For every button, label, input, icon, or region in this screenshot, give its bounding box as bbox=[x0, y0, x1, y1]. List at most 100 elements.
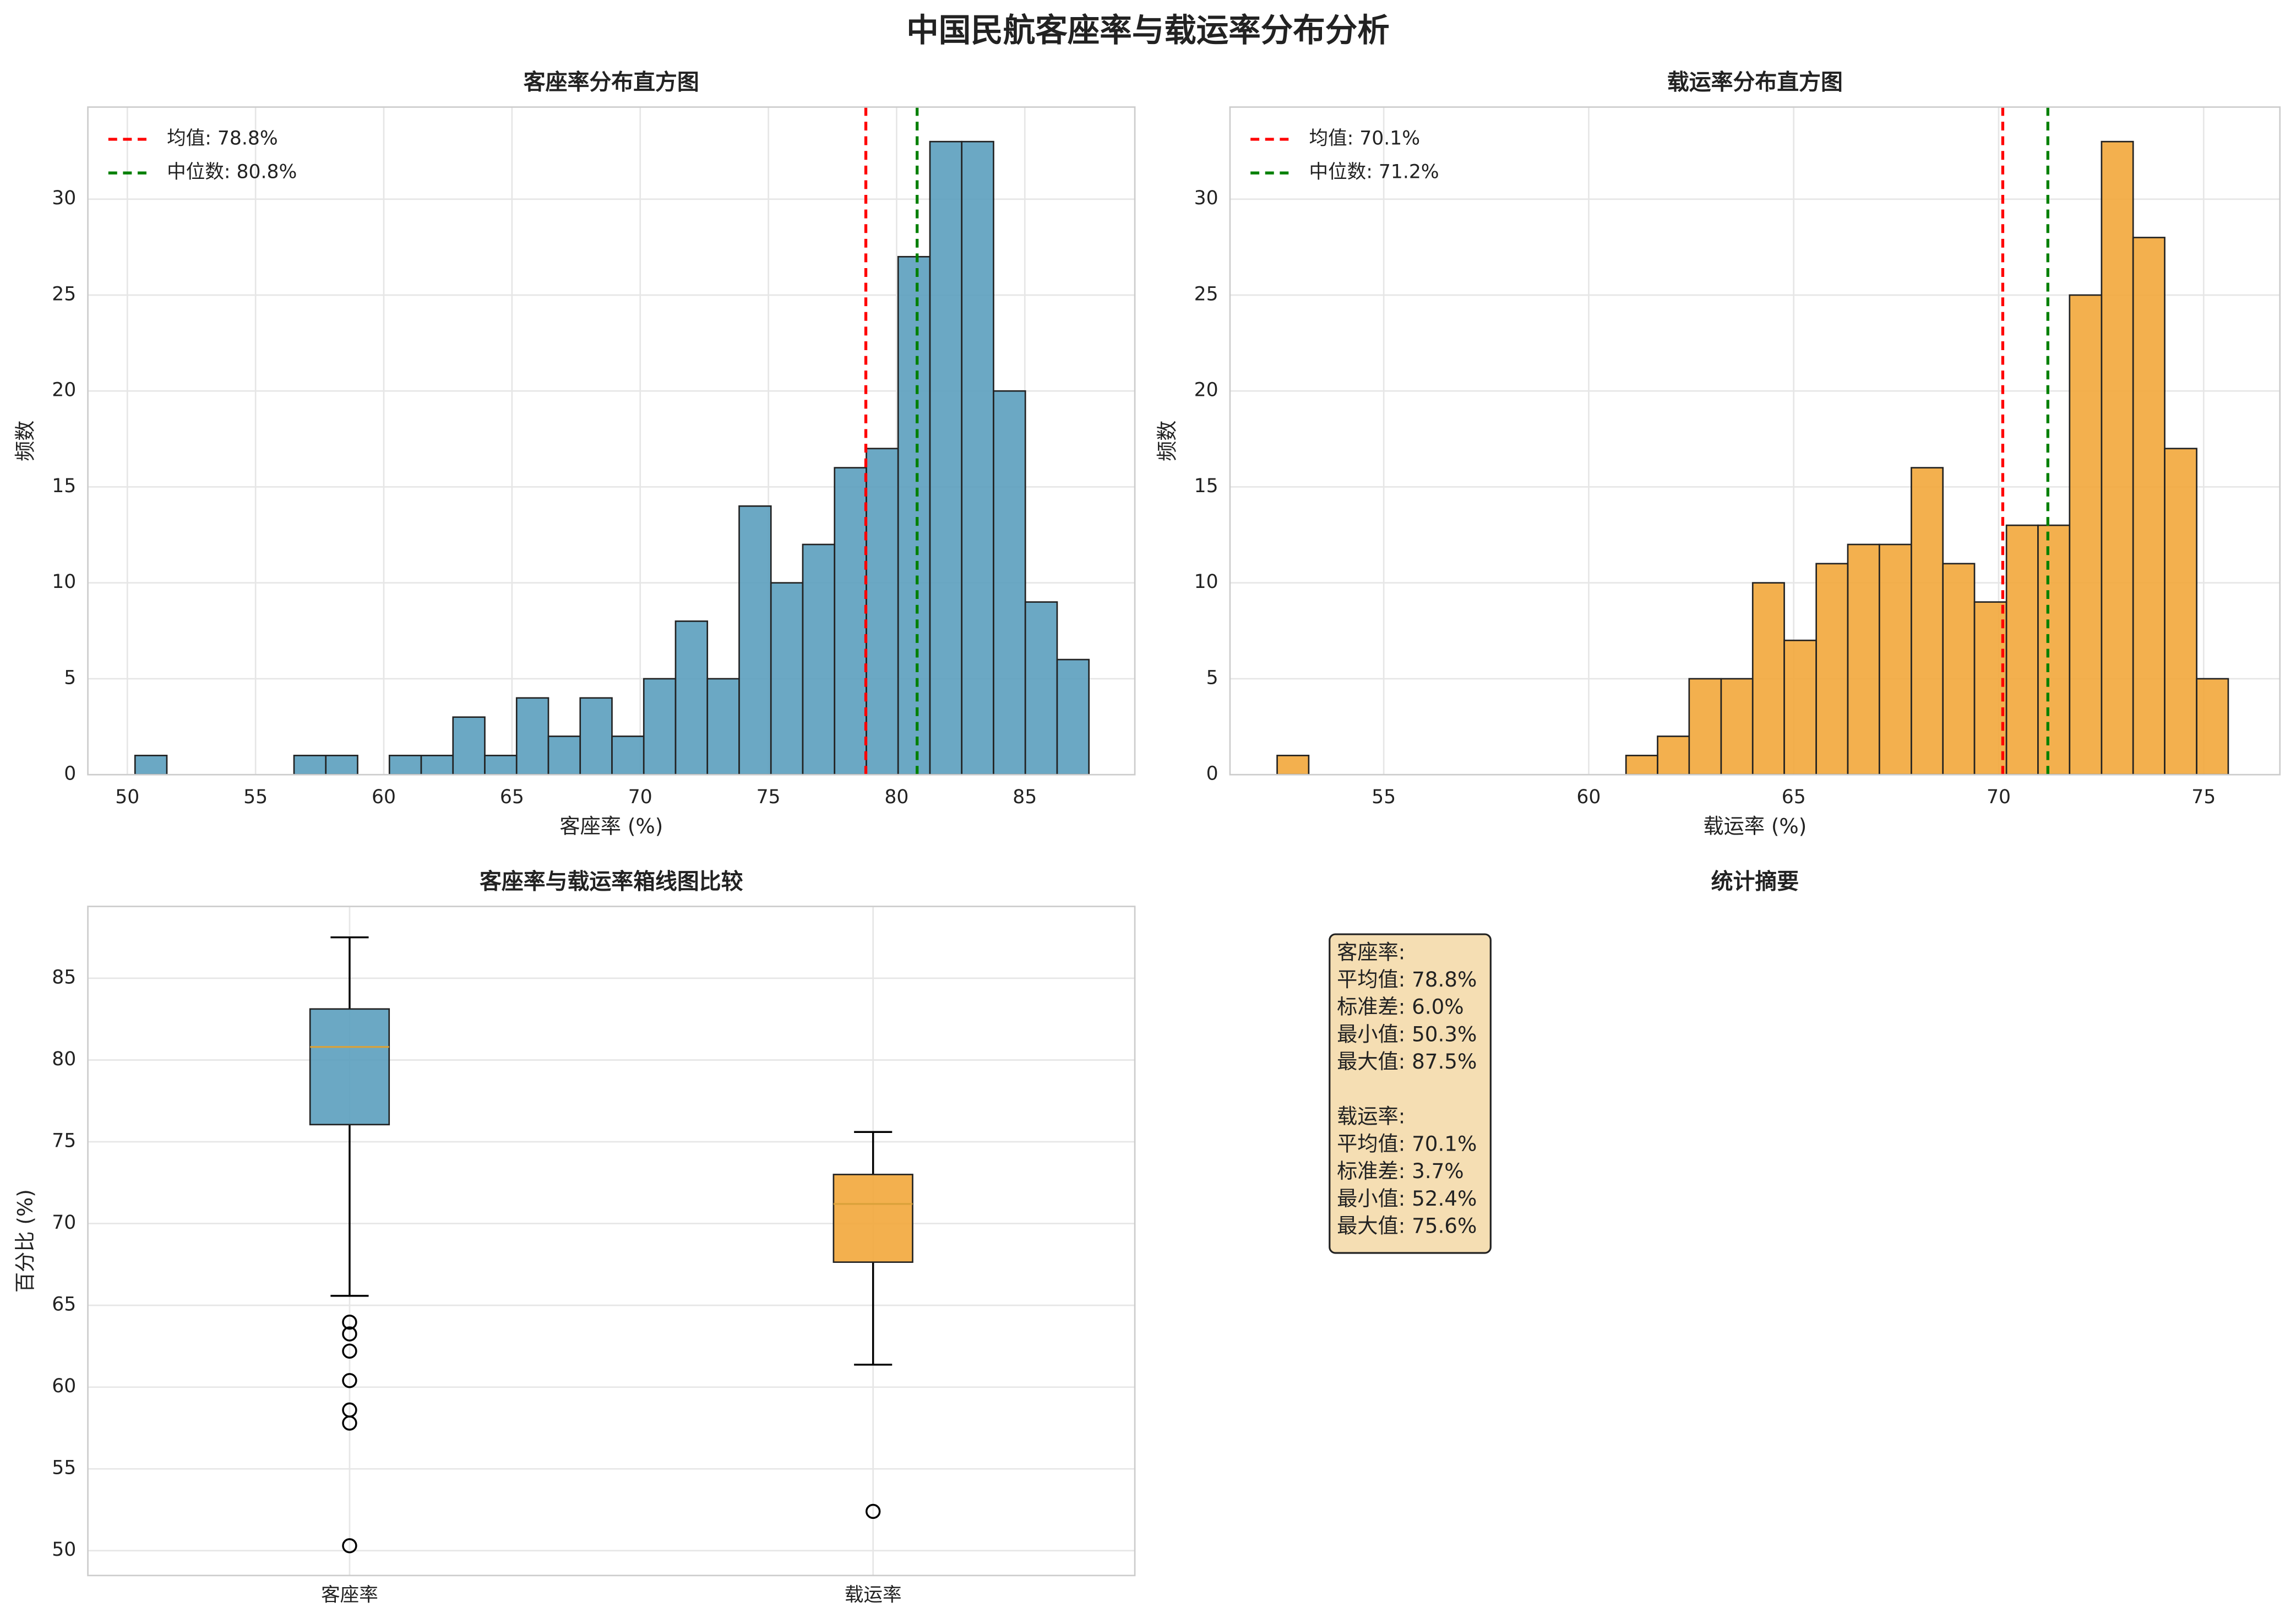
plot-frame bbox=[87, 106, 1136, 776]
bar bbox=[388, 755, 422, 776]
panel-title: 客座率分布直方图 bbox=[524, 69, 699, 95]
y-tick-label: 70 bbox=[52, 1212, 76, 1234]
bar bbox=[674, 620, 709, 776]
bar bbox=[866, 448, 899, 776]
bar bbox=[547, 735, 581, 776]
y-tick-label: 50 bbox=[52, 1539, 76, 1561]
bar bbox=[325, 755, 358, 776]
bar bbox=[1878, 543, 1912, 776]
bar bbox=[2196, 678, 2229, 776]
y-tick-label: 75 bbox=[52, 1130, 76, 1152]
bar bbox=[2069, 294, 2103, 776]
y-tick-label: 55 bbox=[52, 1457, 76, 1479]
bar bbox=[1942, 563, 1976, 776]
bar bbox=[993, 390, 1026, 776]
y-axis-label: 频数 bbox=[1155, 421, 1179, 461]
bar bbox=[802, 543, 836, 776]
y-tick-label: 10 bbox=[1194, 571, 1218, 593]
y-tick-label: 85 bbox=[52, 966, 76, 988]
bar bbox=[1720, 678, 1754, 776]
y-axis-label: 百分比 (%) bbox=[13, 1189, 37, 1293]
x-tick-label: 55 bbox=[243, 786, 268, 808]
outlier bbox=[342, 1315, 357, 1330]
stats-line: 载运率: bbox=[1337, 1104, 1405, 1129]
x-tick-label: 60 bbox=[372, 786, 396, 808]
x-tick-label: 85 bbox=[1013, 786, 1037, 808]
bar bbox=[515, 697, 549, 776]
y-tick-label: 15 bbox=[52, 475, 76, 497]
y-tick-label: 60 bbox=[52, 1375, 76, 1397]
stats-line: 最小值: 52.4% bbox=[1337, 1186, 1477, 1211]
outlier bbox=[865, 1503, 881, 1519]
y-tick-label: 20 bbox=[1194, 379, 1218, 401]
suptitle: 中国民航客座率与载运率分布分析 bbox=[906, 12, 1390, 49]
outlier bbox=[342, 1343, 357, 1359]
bar bbox=[1751, 582, 1785, 776]
stats-line: 最大值: 87.5% bbox=[1337, 1049, 1477, 1073]
outlier bbox=[342, 1326, 357, 1342]
bar bbox=[1688, 678, 1722, 776]
stats-line: 最大值: 75.6% bbox=[1337, 1214, 1477, 1238]
y-tick-label: 10 bbox=[52, 571, 76, 593]
bar bbox=[738, 505, 772, 776]
stats-line: 标准差: 6.0% bbox=[1337, 995, 1464, 1019]
bar bbox=[706, 678, 740, 776]
bar bbox=[134, 755, 168, 776]
bar bbox=[2037, 524, 2071, 776]
x-tick-label: 75 bbox=[2191, 786, 2216, 808]
panel-title: 客座率与载运率箱线图比较 bbox=[480, 869, 743, 894]
panel-title: 载运率分布直方图 bbox=[1667, 69, 1843, 95]
x-tick-label: 70 bbox=[1987, 786, 2011, 808]
bar bbox=[2005, 524, 2039, 776]
x-tick-label: 55 bbox=[1372, 786, 1396, 808]
stats-line: 客座率: bbox=[1337, 940, 1405, 964]
bar bbox=[897, 255, 931, 776]
plot-frame bbox=[87, 906, 1136, 1577]
x-axis-label: 载运率 (%) bbox=[1703, 814, 1807, 838]
box bbox=[833, 1174, 913, 1263]
y-tick-label: 15 bbox=[1194, 475, 1218, 497]
bar bbox=[420, 755, 454, 776]
stats-line: 标准差: 3.7% bbox=[1337, 1159, 1464, 1183]
stats-box bbox=[1329, 933, 1492, 1254]
bar bbox=[834, 467, 867, 776]
legend-label: 均值: 78.8% bbox=[167, 127, 278, 149]
bar bbox=[1024, 601, 1058, 776]
x-tick-label: 客座率 bbox=[321, 1584, 378, 1606]
bar bbox=[1625, 755, 1658, 776]
outlier bbox=[342, 1373, 357, 1388]
x-tick-label: 65 bbox=[1782, 786, 1806, 808]
bar bbox=[929, 140, 963, 776]
y-tick-label: 65 bbox=[52, 1294, 76, 1316]
y-tick-label: 0 bbox=[64, 763, 76, 785]
x-tick-label: 65 bbox=[500, 786, 524, 808]
bar bbox=[579, 697, 613, 776]
outlier bbox=[342, 1538, 357, 1554]
y-tick-label: 0 bbox=[1206, 763, 1218, 785]
bar bbox=[1276, 755, 1310, 776]
stats-line: 平均值: 78.8% bbox=[1337, 967, 1477, 991]
legend-label: 均值: 70.1% bbox=[1309, 127, 1421, 149]
x-tick-label: 载运率 bbox=[845, 1584, 902, 1606]
bar bbox=[2164, 448, 2197, 776]
y-tick-label: 25 bbox=[52, 283, 76, 305]
bar bbox=[643, 678, 677, 776]
panel-title: 统计摘要 bbox=[1711, 869, 1799, 894]
x-tick-label: 60 bbox=[1576, 786, 1601, 808]
x-tick-label: 70 bbox=[628, 786, 652, 808]
y-tick-label: 5 bbox=[1206, 667, 1218, 689]
bar bbox=[1973, 601, 2007, 776]
bar bbox=[1657, 735, 1690, 776]
bar bbox=[1783, 639, 1817, 776]
y-tick-label: 80 bbox=[52, 1048, 76, 1070]
bar bbox=[452, 716, 486, 776]
bar bbox=[611, 735, 645, 776]
x-axis-label: 客座率 (%) bbox=[559, 814, 663, 838]
y-tick-label: 30 bbox=[52, 187, 76, 209]
y-axis-label: 频数 bbox=[13, 421, 37, 461]
outlier bbox=[342, 1415, 357, 1431]
bar bbox=[1911, 467, 1944, 776]
bar bbox=[2101, 140, 2134, 776]
